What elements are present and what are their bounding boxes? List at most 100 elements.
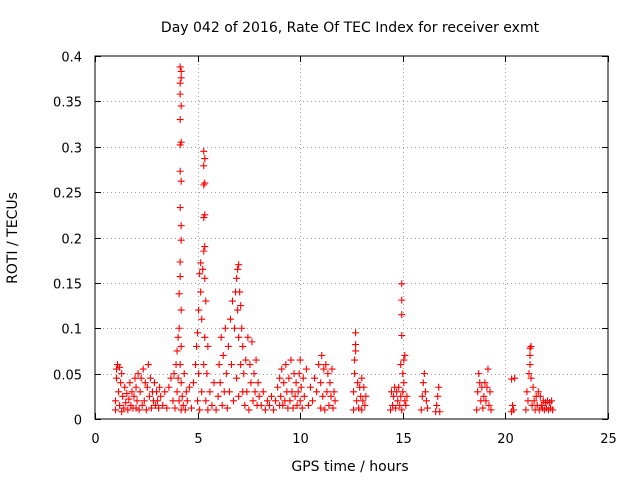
y-tick-label: 0.2 xyxy=(61,233,82,248)
data-point xyxy=(115,388,123,396)
data-point xyxy=(239,342,247,350)
data-point xyxy=(196,406,204,414)
data-point xyxy=(473,406,481,414)
data-point xyxy=(136,388,144,396)
data-point xyxy=(175,397,183,405)
data-point xyxy=(183,397,191,405)
data-point xyxy=(400,356,408,364)
y-tick-label: 0.15 xyxy=(53,278,82,293)
data-point xyxy=(526,344,534,352)
data-point xyxy=(228,297,236,305)
data-point xyxy=(282,361,290,369)
data-point xyxy=(548,397,556,405)
data-point xyxy=(118,370,126,378)
data-point xyxy=(200,162,208,170)
data-point xyxy=(321,406,329,414)
data-points xyxy=(112,63,557,416)
data-point xyxy=(201,155,209,163)
data-point xyxy=(176,167,184,175)
data-point xyxy=(435,383,443,391)
data-point xyxy=(197,259,205,267)
data-point xyxy=(181,406,189,414)
data-point xyxy=(479,404,487,412)
y-tick-label: 0.25 xyxy=(53,187,82,202)
data-point xyxy=(510,406,518,414)
data-point xyxy=(292,379,300,387)
data-point xyxy=(176,79,184,87)
data-point xyxy=(170,370,178,378)
data-point xyxy=(399,370,407,378)
data-point xyxy=(231,324,239,332)
data-point xyxy=(169,397,177,405)
data-point xyxy=(331,397,339,405)
data-point xyxy=(529,383,537,391)
data-point xyxy=(315,361,323,369)
x-tick-labels: 0 5 10 15 20 25 xyxy=(91,432,616,447)
data-point xyxy=(270,406,278,414)
data-point xyxy=(350,406,358,414)
data-point xyxy=(175,324,183,332)
data-point xyxy=(194,329,202,337)
data-point xyxy=(317,404,325,412)
data-point xyxy=(300,392,308,400)
data-point xyxy=(399,388,407,396)
data-point xyxy=(323,388,331,396)
data-point xyxy=(274,383,282,391)
y-axis-label: ROTI / TECUs xyxy=(5,192,21,284)
data-point xyxy=(329,404,337,412)
data-point xyxy=(176,273,184,281)
data-point xyxy=(174,333,182,341)
data-point xyxy=(265,401,273,409)
data-point xyxy=(386,406,394,414)
data-point xyxy=(133,397,141,405)
data-point xyxy=(249,397,257,405)
data-point xyxy=(420,370,428,378)
data-point xyxy=(297,383,305,391)
data-point xyxy=(215,361,223,369)
data-point xyxy=(134,370,142,378)
data-point xyxy=(155,404,163,412)
data-point xyxy=(534,388,542,396)
data-point xyxy=(398,311,406,319)
data-point xyxy=(352,329,360,337)
data-point xyxy=(142,406,150,414)
data-point xyxy=(233,274,241,282)
data-point xyxy=(250,370,258,378)
data-point xyxy=(176,90,184,98)
data-point xyxy=(122,399,130,407)
data-point xyxy=(352,341,360,349)
data-point xyxy=(235,392,243,400)
data-point xyxy=(174,374,182,382)
data-point xyxy=(140,397,148,405)
data-point xyxy=(246,361,254,369)
data-point xyxy=(536,392,544,400)
y-tick-label: 0.1 xyxy=(61,323,82,338)
data-point xyxy=(176,258,184,266)
data-point xyxy=(235,333,243,341)
data-point xyxy=(119,392,127,400)
data-point xyxy=(320,365,328,373)
data-point xyxy=(230,397,238,405)
data-point xyxy=(177,177,185,185)
data-point xyxy=(296,356,304,364)
data-point xyxy=(327,392,335,400)
data-point xyxy=(285,374,293,382)
data-point xyxy=(359,397,367,405)
data-point xyxy=(137,374,145,382)
data-point xyxy=(222,370,230,378)
data-point xyxy=(113,374,121,382)
data-point xyxy=(221,324,229,332)
x-tick-label: 10 xyxy=(292,432,309,447)
data-point xyxy=(248,338,256,346)
data-point xyxy=(131,374,139,382)
data-point xyxy=(201,243,209,251)
data-point xyxy=(234,306,242,314)
data-point xyxy=(247,379,255,387)
data-point xyxy=(390,392,398,400)
data-point xyxy=(216,379,224,387)
data-point xyxy=(288,388,296,396)
data-point xyxy=(201,211,209,219)
x-tick-label: 15 xyxy=(395,432,412,447)
y-tick-label: 0.05 xyxy=(53,369,82,384)
data-point xyxy=(195,306,203,314)
